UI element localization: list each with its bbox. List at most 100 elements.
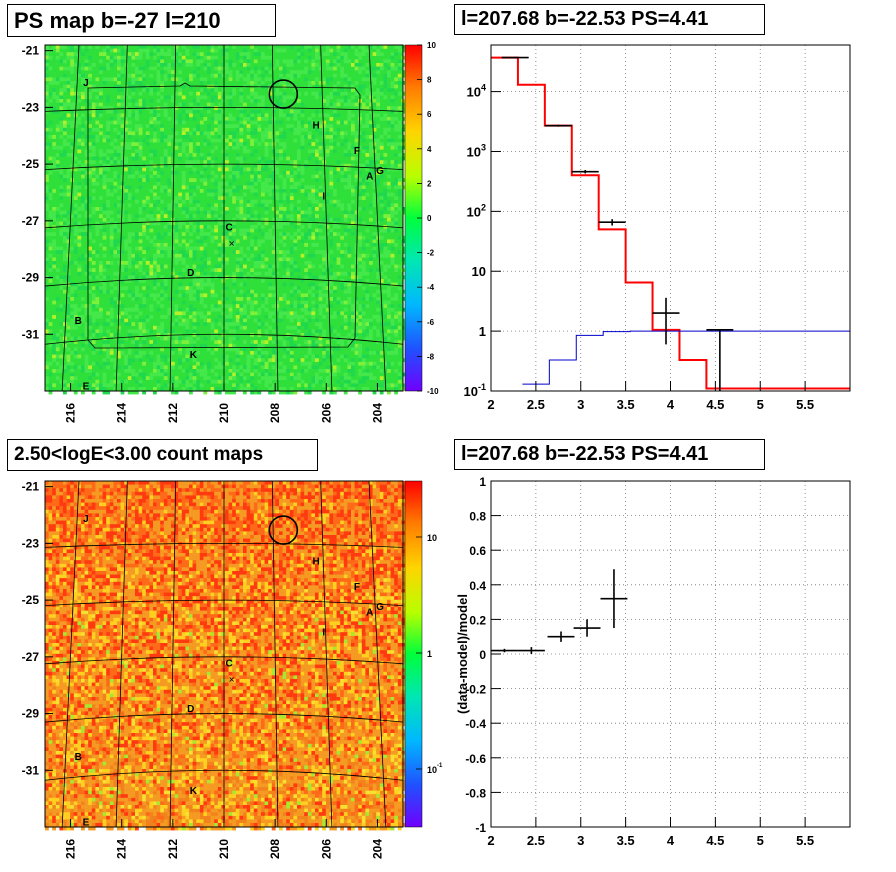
x-tick-label: 214 — [115, 403, 129, 423]
y-tick-label: -27 — [22, 214, 40, 228]
x-tick-label: 2 — [487, 397, 494, 412]
x-tick-label: 208 — [268, 403, 282, 423]
colorbar-tick-label: 10 — [427, 41, 436, 50]
y-tick-label: -0.8 — [465, 786, 486, 800]
colorbar-tick-label: -4 — [427, 283, 435, 292]
grid-longitude — [169, 480, 177, 828]
source-label: C — [225, 659, 232, 670]
source-label: G — [376, 602, 384, 613]
source-label: D — [187, 704, 194, 715]
y-tick-label: -31 — [22, 327, 40, 341]
y-tick-label: -29 — [22, 707, 40, 721]
grid-longitude — [368, 480, 387, 828]
y-tick-label: -0.4 — [465, 717, 486, 731]
source-label: D — [187, 268, 194, 279]
residual-title: l=207.68 b=-22.53 PS=4.41 — [454, 439, 765, 470]
source-label: K — [190, 350, 198, 361]
x-tick-label: 216 — [64, 839, 78, 859]
colorbar-tick-label: 8 — [427, 76, 432, 85]
x-tick-label: 5 — [757, 397, 764, 412]
source-label: A — [366, 607, 373, 618]
x-tick-label: 204 — [370, 839, 384, 859]
y-tick-label: -1 — [475, 821, 486, 835]
model-histogram — [491, 56, 850, 390]
residual-axis-ticks: 2 2.5 3 3.5 4 4.5 5 5.5 1 0.8 0.6 0.4 0.2 0 -0.2 -0.4 -0… — [465, 475, 814, 848]
y-tick-label: -25 — [22, 157, 40, 171]
source-label: F — [354, 146, 360, 157]
spectrum-panel: 2 2.5 3 3.5 4 4.5 5 5.5 10-1 1 10 102 103 104 — [464, 44, 851, 412]
x-tick-label: 5.5 — [796, 833, 814, 848]
y-tick-label: 1 — [479, 324, 486, 339]
spectrum-axis-ticks: 2 2.5 3 3.5 4 4.5 5 5.5 10-1 1 10 102 103 104 — [464, 83, 815, 412]
count-map-title: 2.50<logE<3.00 count maps — [7, 439, 318, 471]
y-tick-label: 103 — [467, 142, 486, 159]
colorbar-tick-label: -2 — [427, 249, 435, 258]
spectrum-series — [491, 56, 850, 390]
y-tick-label: -21 — [22, 44, 40, 58]
spectrum-title: l=207.68 b=-22.53 PS=4.41 — [454, 4, 765, 35]
y-tick-label: -21 — [22, 480, 40, 494]
x-tick-label: 206 — [319, 403, 333, 423]
source-label: B — [75, 752, 82, 763]
x-tick-label: 216 — [64, 403, 78, 423]
ps-map-colorbar-ticks: 10 8 6 4 2 0 -2 -4 -6 -8 -10 — [417, 41, 439, 396]
count-map-pixels — [45, 481, 406, 831]
residual-panel: 2 2.5 3 3.5 4 4.5 5 5.5 1 0.8 0.6 0.4 0.2 0 -0.2 -0.4 -0… — [455, 475, 851, 848]
x-tick-label: 204 — [370, 403, 384, 423]
y-tick-label: 0.6 — [469, 544, 486, 558]
x-tick-label: 208 — [268, 839, 282, 859]
source-label: G — [376, 166, 384, 177]
x-tick-label: 3 — [577, 833, 584, 848]
center-marker — [229, 241, 234, 246]
colorbar-tick-label: -8 — [427, 352, 435, 361]
grid-longitude — [61, 44, 80, 392]
source-label: K — [190, 786, 198, 797]
y-tick-label: 0.2 — [469, 613, 486, 627]
x-tick-label: 2.5 — [527, 397, 545, 412]
x-tick-label: 5.5 — [796, 397, 814, 412]
ps-map-source-labels: J H F AG I C D B K E — [75, 78, 384, 392]
count-map-colorbar-ticks: 10 1 10-1 — [416, 533, 443, 775]
y-tick-label: 10 — [472, 264, 486, 279]
x-tick-label: 4.5 — [706, 833, 724, 848]
y-tick-label: 0.4 — [469, 579, 486, 593]
source-label: E — [83, 817, 90, 828]
y-tick-label: -0.6 — [465, 752, 486, 766]
source-circle — [268, 515, 299, 545]
source-label: H — [312, 556, 319, 567]
colorbar-tick-label: 6 — [427, 110, 432, 119]
y-tick-label: -29 — [22, 271, 40, 285]
x-tick-label: 5 — [757, 833, 764, 848]
y-tick-label: 102 — [467, 202, 486, 219]
grid-longitude — [320, 480, 333, 828]
background-histogram — [522, 330, 850, 385]
count-map-axis-ticks: 216 214 212 210 208 206 204 -21 -23 -25 -27 -29 -31 — [22, 480, 385, 859]
x-tick-label: 4 — [667, 397, 675, 412]
count-map-colorbar — [404, 480, 423, 828]
source-circle — [268, 79, 299, 109]
y-tick-label: 0 — [479, 648, 486, 662]
y-tick-label: 104 — [467, 83, 486, 100]
x-tick-label: 210 — [217, 839, 231, 859]
colorbar-tick-label: 4 — [427, 145, 432, 154]
ps-map-axis-ticks: 216 214 212 210 208 206 204 -21 -23 -25 -27 -29 -31 — [22, 44, 385, 423]
residual-data-points — [491, 569, 628, 654]
grid-longitude — [61, 480, 80, 828]
center-marker — [229, 677, 234, 682]
colorbar-tick-label: 10-1 — [427, 763, 443, 775]
count-map-source-labels: J H F AG I C D B K E — [75, 514, 384, 828]
source-label: J — [83, 78, 89, 89]
count-map-panel: J H F AG I C D B K E 10 1 10-1 216 214 212 210 208 206 20… — [22, 480, 443, 859]
x-tick-label: 212 — [166, 839, 180, 859]
source-label: I — [322, 191, 325, 202]
x-tick-label: 206 — [319, 839, 333, 859]
x-tick-label: 3 — [577, 397, 584, 412]
y-tick-label: -25 — [22, 593, 40, 607]
colorbar-tick-label: -6 — [427, 318, 435, 327]
grid-longitude — [368, 44, 387, 392]
source-label: C — [225, 223, 232, 234]
x-tick-label: 3.5 — [617, 397, 635, 412]
source-label: B — [75, 316, 82, 327]
source-label: H — [312, 120, 319, 131]
